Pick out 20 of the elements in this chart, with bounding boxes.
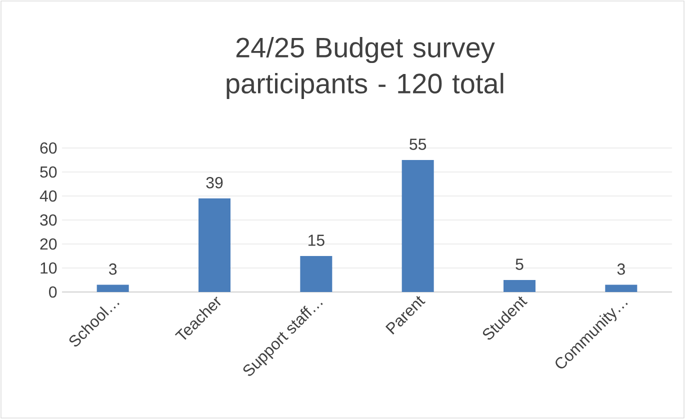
data-label: 3 xyxy=(617,263,625,275)
bar xyxy=(605,284,638,292)
data-label: 15 xyxy=(308,234,324,246)
data-label: 39 xyxy=(206,177,223,188)
y-tick-label: 0 xyxy=(49,286,57,298)
data-label: 5 xyxy=(516,258,524,270)
y-tick-label: 60 xyxy=(40,142,57,154)
data-label: 55 xyxy=(410,138,426,150)
bar xyxy=(504,280,536,292)
bar xyxy=(300,256,332,292)
y-tick-label: 50 xyxy=(40,166,57,178)
bar xyxy=(96,284,129,292)
bar xyxy=(402,160,434,292)
y-tick-label: 10 xyxy=(40,262,57,274)
y-tick-label: 30 xyxy=(40,214,57,226)
y-tick-label: 40 xyxy=(40,190,57,202)
data-label: 3 xyxy=(108,263,117,275)
chart-title: 24/25 Budget survey participants - 120 total xyxy=(226,36,504,100)
y-tick-label: 20 xyxy=(40,238,57,250)
bar xyxy=(198,198,231,292)
